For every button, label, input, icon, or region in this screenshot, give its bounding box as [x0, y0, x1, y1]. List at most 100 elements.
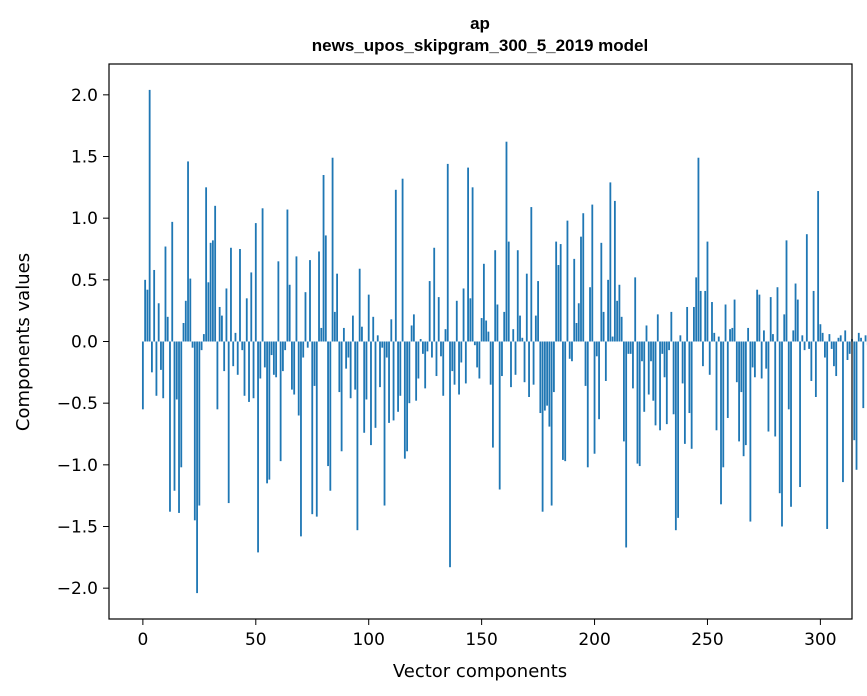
- bar-98: [363, 341, 366, 433]
- x-axis-ticks: 0 50 100 150 200 250 300: [137, 619, 837, 650]
- bar-26: [200, 341, 203, 351]
- bar-65: [288, 284, 291, 342]
- bar-150: [480, 318, 483, 342]
- bar-69: [297, 341, 300, 416]
- bar-320: [864, 335, 867, 342]
- bar-172: [530, 207, 533, 342]
- bar-184: [557, 265, 560, 342]
- bar-311: [844, 330, 847, 342]
- bar-258: [724, 304, 727, 342]
- y-tick-label: −1.5: [57, 518, 98, 538]
- bar-112: [394, 189, 397, 342]
- bar-159: [501, 341, 503, 377]
- bar-292: [801, 335, 804, 342]
- bar-252: [711, 302, 713, 342]
- bar-122: [417, 341, 420, 379]
- chart-title-line1: ap: [470, 14, 490, 33]
- bar-312: [846, 341, 849, 360]
- bar-228: [656, 314, 659, 342]
- bar-113: [397, 341, 399, 412]
- bar-116: [403, 341, 406, 459]
- bar-97: [361, 326, 363, 342]
- bar-229: [659, 341, 661, 431]
- bar-13: [171, 221, 174, 342]
- bar-92: [349, 341, 352, 399]
- bar-143: [464, 341, 467, 384]
- bar-204: [602, 311, 605, 342]
- bar-160: [503, 311, 506, 342]
- bar-296: [810, 341, 813, 381]
- bar-48: [250, 272, 253, 342]
- bar-223: [645, 325, 648, 342]
- bar-263: [735, 341, 738, 383]
- bar-316: [855, 341, 858, 470]
- bar-146: [471, 187, 474, 342]
- bar-7: [157, 303, 160, 342]
- bar-95: [356, 341, 359, 531]
- bar-193: [577, 303, 580, 342]
- bar-76: [313, 341, 316, 386]
- y-tick-label: 0.5: [71, 271, 98, 291]
- bar-120: [412, 314, 415, 342]
- bar-227: [654, 341, 657, 426]
- bar-309: [839, 335, 842, 342]
- bar-262: [733, 299, 736, 342]
- bar-132: [440, 341, 442, 357]
- bar-212: [620, 316, 623, 342]
- bar-127: [428, 281, 431, 342]
- bar-40: [232, 341, 235, 367]
- bar-185: [559, 244, 562, 342]
- bar-274: [760, 341, 763, 379]
- bar-231: [663, 341, 666, 378]
- bar-21: [189, 278, 192, 342]
- bar-135: [446, 163, 449, 342]
- plot-frame: [108, 63, 853, 620]
- bar-198: [589, 287, 591, 342]
- bar-237: [677, 341, 680, 518]
- bar-27: [202, 334, 205, 342]
- bar-283: [781, 341, 783, 527]
- bar-250: [706, 241, 709, 342]
- bar-63: [284, 341, 287, 351]
- bar-128: [431, 341, 433, 358]
- bar-67: [293, 341, 296, 395]
- bar-300: [819, 324, 822, 342]
- bar-91: [347, 341, 350, 358]
- bar-75: [311, 341, 314, 515]
- bar-295: [808, 341, 810, 349]
- bar-190: [571, 341, 573, 362]
- bar-145: [469, 298, 472, 342]
- bar-52: [259, 341, 262, 379]
- bar-264: [738, 341, 740, 442]
- bar-319: [862, 341, 865, 409]
- bar-138: [453, 341, 456, 385]
- bar-220: [638, 341, 641, 467]
- bar-161: [505, 141, 508, 342]
- bar-301: [821, 332, 824, 342]
- bar-30: [209, 242, 212, 342]
- x-tick-label: 300: [804, 630, 836, 650]
- bar-50: [254, 223, 257, 342]
- bar-147: [473, 341, 476, 346]
- bar-44: [241, 341, 244, 351]
- bar-308: [837, 337, 840, 342]
- bar-117: [406, 341, 409, 452]
- bar-291: [799, 341, 801, 488]
- bar-195: [582, 213, 585, 342]
- bar-174: [534, 315, 537, 342]
- y-tick-label: −2.0: [57, 579, 98, 599]
- bar-257: [722, 341, 725, 468]
- bar-200: [593, 341, 596, 454]
- bar-186: [562, 341, 564, 460]
- bar-15: [175, 341, 178, 400]
- bar-23: [193, 341, 196, 521]
- bar-285: [785, 240, 788, 342]
- bar-192: [575, 323, 578, 342]
- bar-16: [178, 341, 180, 513]
- bar-162: [507, 241, 510, 342]
- bar-88: [340, 341, 343, 452]
- bar-167: [519, 315, 521, 342]
- bar-247: [699, 290, 702, 342]
- bar-268: [747, 327, 750, 342]
- bar-72: [304, 292, 307, 342]
